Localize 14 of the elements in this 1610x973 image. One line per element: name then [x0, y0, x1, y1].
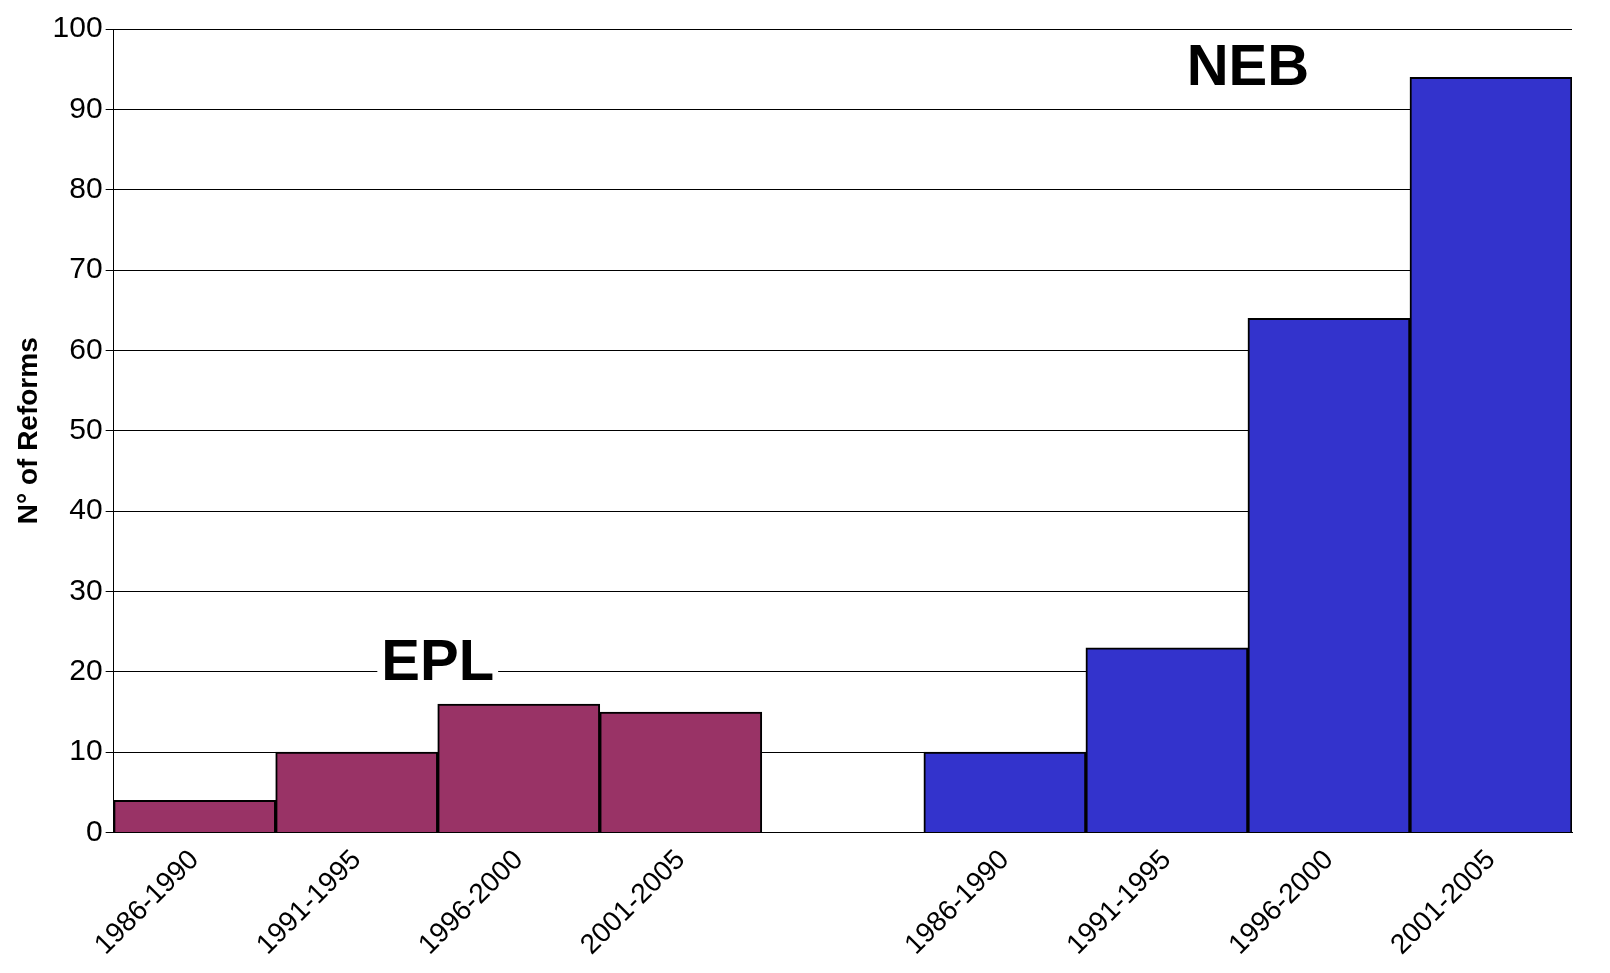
y-tick-label: 80: [69, 170, 103, 204]
y-tick-label: 60: [69, 331, 103, 365]
y-tick-label: 50: [69, 412, 103, 446]
series-label: NEB: [1186, 32, 1310, 97]
y-tick-label: 70: [69, 251, 103, 285]
y-tick-label: 20: [69, 653, 103, 687]
y-tick-label: 40: [69, 492, 103, 526]
y-tick-label: 90: [69, 90, 103, 124]
y-tick-label: 100: [52, 10, 103, 44]
y-tick-label: 0: [85, 813, 103, 847]
y-axis-title: N° of Reforms: [11, 337, 43, 525]
series-label: EPL: [381, 626, 495, 692]
y-tick-label: 30: [69, 572, 103, 606]
y-tick-label: 10: [69, 733, 103, 767]
